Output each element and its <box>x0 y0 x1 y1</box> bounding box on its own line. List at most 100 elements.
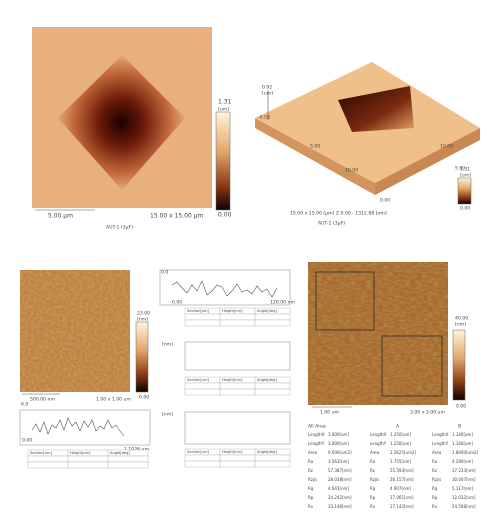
cell <box>255 320 290 326</box>
header: Height[nm] <box>222 450 243 454</box>
value: 30.007[nm] <box>452 477 476 482</box>
param: Ra <box>370 459 376 464</box>
size-label: 15.00 x 15.00 µm <box>150 213 203 220</box>
cell <box>220 314 255 320</box>
scale-label: 1.00 um <box>320 410 340 416</box>
size-label: 15.00 x 15.00 [µm] Z 0.00 - 1312.88 [nm] <box>290 211 387 217</box>
value: 1.5625[um2] <box>390 450 417 455</box>
cell <box>185 383 220 389</box>
y-tick: 10.00 <box>440 144 453 150</box>
param: LengthX <box>308 432 325 437</box>
cell <box>185 389 220 395</box>
profile-box <box>20 410 150 445</box>
param: LengthX <box>432 432 449 437</box>
profile-end: 120.00 nm <box>270 300 295 306</box>
cell <box>108 456 148 462</box>
cell <box>255 383 290 389</box>
figure: 1.31 [um] 0.00 5.00 µm 15.00 x 15.00 µm … <box>0 0 493 518</box>
cell <box>28 456 68 462</box>
cell <box>185 320 220 326</box>
param: LengthX <box>370 432 387 437</box>
param: Rzjis <box>308 477 317 482</box>
cell <box>255 389 290 395</box>
cell <box>220 389 255 395</box>
cell <box>108 462 148 468</box>
column-header: A <box>396 424 400 430</box>
header: Height[nm] <box>222 378 243 382</box>
param: Area <box>370 450 380 455</box>
header: Height[nm] <box>222 309 243 313</box>
value: 1.250[um] <box>390 432 411 437</box>
bar-min: 0.00 <box>456 404 466 410</box>
value: 3.000[um] <box>328 441 349 446</box>
column-header: B <box>458 424 461 430</box>
bar-min: 0.00 <box>218 212 232 219</box>
scale-label: 500.00 nm <box>30 397 55 403</box>
header: Angle[deg] <box>257 450 277 454</box>
value: 4.643[nm] <box>328 486 349 491</box>
bar-unit: [um] <box>218 107 229 113</box>
value: 9.000[um2] <box>328 450 352 455</box>
cell <box>220 461 255 467</box>
caption: AUT-1 (3μF) <box>318 221 345 227</box>
value: 24.242[nm] <box>328 495 352 500</box>
value: 33.146[nm] <box>328 504 352 509</box>
param: Rz <box>370 468 375 473</box>
value: 1.340[um] <box>452 432 473 437</box>
texture <box>20 270 130 392</box>
param: Area <box>432 450 442 455</box>
z-low: -0.58 <box>258 115 270 121</box>
header: Section[nm] <box>187 378 210 382</box>
param: Rz <box>432 468 437 473</box>
value: 4.290[nm] <box>452 459 473 464</box>
texture <box>308 262 448 405</box>
profile-top: 6.0 <box>21 402 28 408</box>
size-label: 1.00 x 1.00 um <box>96 397 131 403</box>
value: 1.250[um] <box>390 441 411 446</box>
param: LengthY <box>432 441 449 446</box>
param: Rp <box>308 495 314 500</box>
profile-start: 0.00 <box>172 300 182 306</box>
value: 5.117[nm] <box>452 486 473 491</box>
param: Rzjis <box>370 477 379 482</box>
value: 1.340[um] <box>452 441 473 446</box>
bar-max: 1.31 <box>460 167 470 173</box>
cell <box>220 455 255 461</box>
param: Ra <box>432 459 438 464</box>
header: Angle[deg] <box>110 451 130 455</box>
value: 24.598[nm] <box>452 504 476 509</box>
value: 55.593[nm] <box>390 468 414 473</box>
color-bar <box>216 112 230 210</box>
value: 28.038[nm] <box>328 477 352 482</box>
param: LengthY <box>308 441 325 446</box>
x-tick: 10.00 <box>345 168 358 174</box>
param: Rzjis <box>432 477 441 482</box>
value: 12.032[nm] <box>452 495 476 500</box>
param: Rq <box>432 486 438 491</box>
profile-zero: 0.00 <box>22 438 32 444</box>
roughness-table: All AreaABLengthX3.000[um]LengthX1.250[u… <box>308 424 479 510</box>
header: Angle[deg] <box>257 309 277 313</box>
param: Rz <box>308 468 313 473</box>
param: Rv <box>308 504 314 509</box>
bar-max: 23.00 <box>137 311 150 317</box>
param: Rv <box>432 504 438 509</box>
header: Section[nm] <box>30 451 53 455</box>
cell <box>68 462 108 468</box>
table: Section[nm]Height[nm]Angle[deg] <box>28 450 148 468</box>
x-tick: 0.00 <box>380 198 390 204</box>
axis-unit: [nm] <box>162 412 173 418</box>
x-tick: 5.00 <box>310 144 320 150</box>
column-header: All Area <box>308 424 326 430</box>
param: Rp <box>432 495 438 500</box>
header: Section[nm] <box>187 309 210 313</box>
param: Rq <box>308 486 314 491</box>
bar-min: 0.00 <box>460 206 470 212</box>
profile-top: 0.0 <box>161 270 168 276</box>
caption: AUT-1 (3μF) <box>106 225 133 231</box>
bar-min: 0.00 <box>139 395 149 401</box>
param: Rp <box>370 495 376 500</box>
z-top: 0.92 <box>262 85 272 91</box>
param: LengthY <box>370 441 387 446</box>
bar-max: 40.00 <box>455 316 468 322</box>
